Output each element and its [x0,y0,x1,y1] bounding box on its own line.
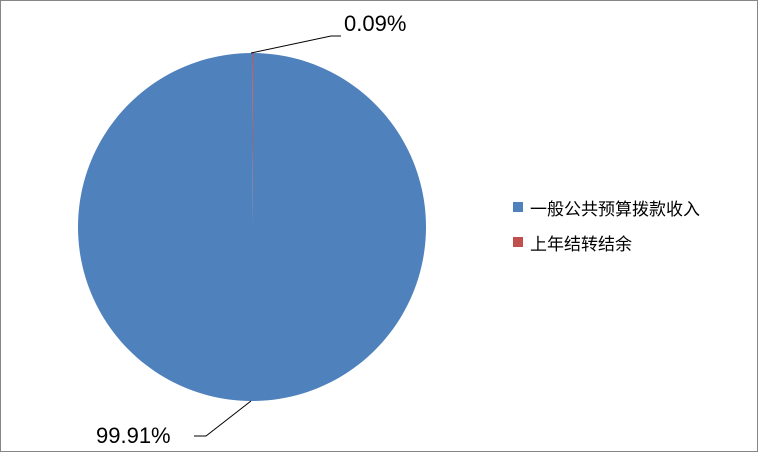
leader-line-general-budget [194,400,252,437]
data-label-carryover: 0.09% [344,11,406,36]
pie-slice-general-budget [77,53,426,401]
legend-swatch [513,202,523,212]
data-label-general-budget: 99.91% [96,423,171,448]
legend-label: 一般公共预算拨款收入 [530,199,700,220]
legend-swatch [513,237,523,247]
legend-label: 上年结转结余 [530,234,632,255]
leader-line-carryover [250,35,341,54]
legend-item: 一般公共预算拨款收入 [513,197,700,220]
legend: 一般公共预算拨款收入 上年结转结余 [513,197,700,267]
legend-item: 上年结转结余 [513,232,700,255]
pie-slice-carryover [252,53,253,227]
